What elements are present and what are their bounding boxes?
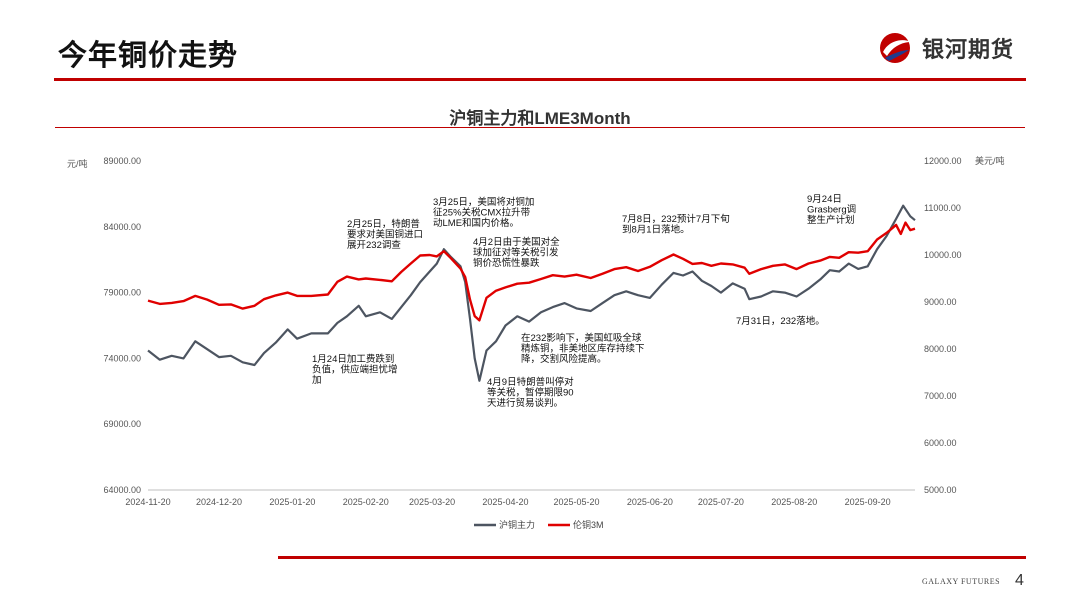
y-right-tick-label: 8000.00: [924, 344, 957, 354]
y-right-tick-label: 7000.00: [924, 391, 957, 401]
footer-divider: [278, 556, 1026, 559]
logo-text: 银河期货: [922, 37, 1015, 62]
annotation-7: 7月8日，232预计7月下旬: [622, 213, 730, 225]
x-tick-label: 2024-12-20: [196, 497, 242, 507]
annotation-2: 要求对美国铜进口: [347, 229, 423, 241]
legend-shfe-label: 沪铜主力: [499, 519, 535, 530]
y-right-tick-label: 5000.00: [924, 485, 957, 495]
annotation-9: 9月24日: [807, 194, 842, 205]
annotation-6: 在232影响下，美国虹吸全球: [521, 332, 642, 344]
annotation-1: 1月24日加工费跌到: [312, 353, 394, 365]
series-line-lme: [147, 221, 916, 322]
x-tick-label: 2025-06-20: [627, 497, 673, 507]
x-tick-label: 2025-07-20: [698, 497, 744, 507]
y-right-tick-label: 11000.00: [924, 203, 961, 213]
page-number: 4: [1015, 572, 1024, 589]
y-right-tick-label: 12000.00: [924, 156, 962, 166]
annotation-1: 加: [312, 375, 322, 386]
annotation-6: 精炼铜，非美地区库存持续下: [521, 343, 645, 355]
y-right-tick-label: 6000.00: [924, 438, 957, 448]
y-left-unit-label: 元/吨: [67, 158, 88, 169]
annotation-8: 7月31日，232落地。: [736, 315, 825, 327]
x-tick-label: 2024-11-20: [125, 497, 170, 507]
y-left-tick-label: 89000.00: [103, 156, 141, 166]
annotation-6: 降，交割风险提高。: [521, 353, 607, 365]
footer-brand: GALAXY FUTURES: [922, 577, 1001, 586]
annotation-4: 4月2日由于美国对全: [473, 236, 560, 248]
annotation-7: 到8月1日落地。: [622, 224, 690, 236]
y-left-tick-label: 84000.00: [103, 222, 141, 232]
annotation-4: 球加征对等关税引发: [473, 247, 559, 259]
annotation-2: 展开232调查: [347, 239, 401, 251]
chart-title-underline: [55, 127, 1025, 128]
annotation-1: 负值，供应端担忧增: [312, 364, 398, 376]
chart-title: 沪铜主力和LME3Month: [449, 109, 631, 128]
x-tick-label: 2025-03-20: [409, 497, 455, 507]
annotation-2: 2月25日，特朗普: [347, 218, 420, 230]
x-tick-label: 2025-02-20: [343, 497, 389, 507]
annotation-3: 征25%关税CMX拉升带: [433, 207, 531, 219]
annotation-3: 动LME和国内价格。: [433, 217, 519, 229]
series-line-shfe: [147, 204, 916, 382]
annotation-5: 等关税，暂停期限90: [487, 387, 574, 399]
y-right-tick-label: 9000.00: [924, 297, 957, 307]
y-right-unit-label: 美元/吨: [975, 155, 1005, 166]
x-tick-label: 2025-08-20: [771, 497, 817, 507]
x-tick-label: 2025-01-20: [269, 497, 315, 507]
annotation-5: 天进行贸易谈判。: [487, 397, 563, 409]
annotation-9: Grasberg调: [807, 205, 856, 216]
annotation-9: 整生产计划: [807, 214, 855, 226]
y-left-tick-label: 79000.00: [103, 288, 141, 298]
y-left-tick-label: 64000.00: [103, 485, 141, 495]
y-right-tick-label: 10000.00: [924, 250, 962, 260]
header-divider: [54, 78, 1026, 81]
x-tick-label: 2025-05-20: [553, 497, 599, 507]
legend-lme-label: 伦铜3M: [573, 519, 604, 530]
y-left-tick-label: 74000.00: [103, 353, 141, 363]
x-tick-label: 2025-09-20: [845, 497, 891, 507]
annotation-3: 3月25日，美国将对铜加: [433, 196, 534, 208]
page-title: 今年铜价走势: [58, 40, 239, 72]
y-left-tick-label: 69000.00: [103, 419, 141, 429]
galaxy-futures-logo: [880, 33, 911, 63]
annotation-4: 铜价恐慌性暴跌: [473, 257, 540, 269]
x-tick-label: 2025-04-20: [482, 497, 528, 507]
annotation-5: 4月9日特朗普叫停对: [487, 376, 574, 388]
